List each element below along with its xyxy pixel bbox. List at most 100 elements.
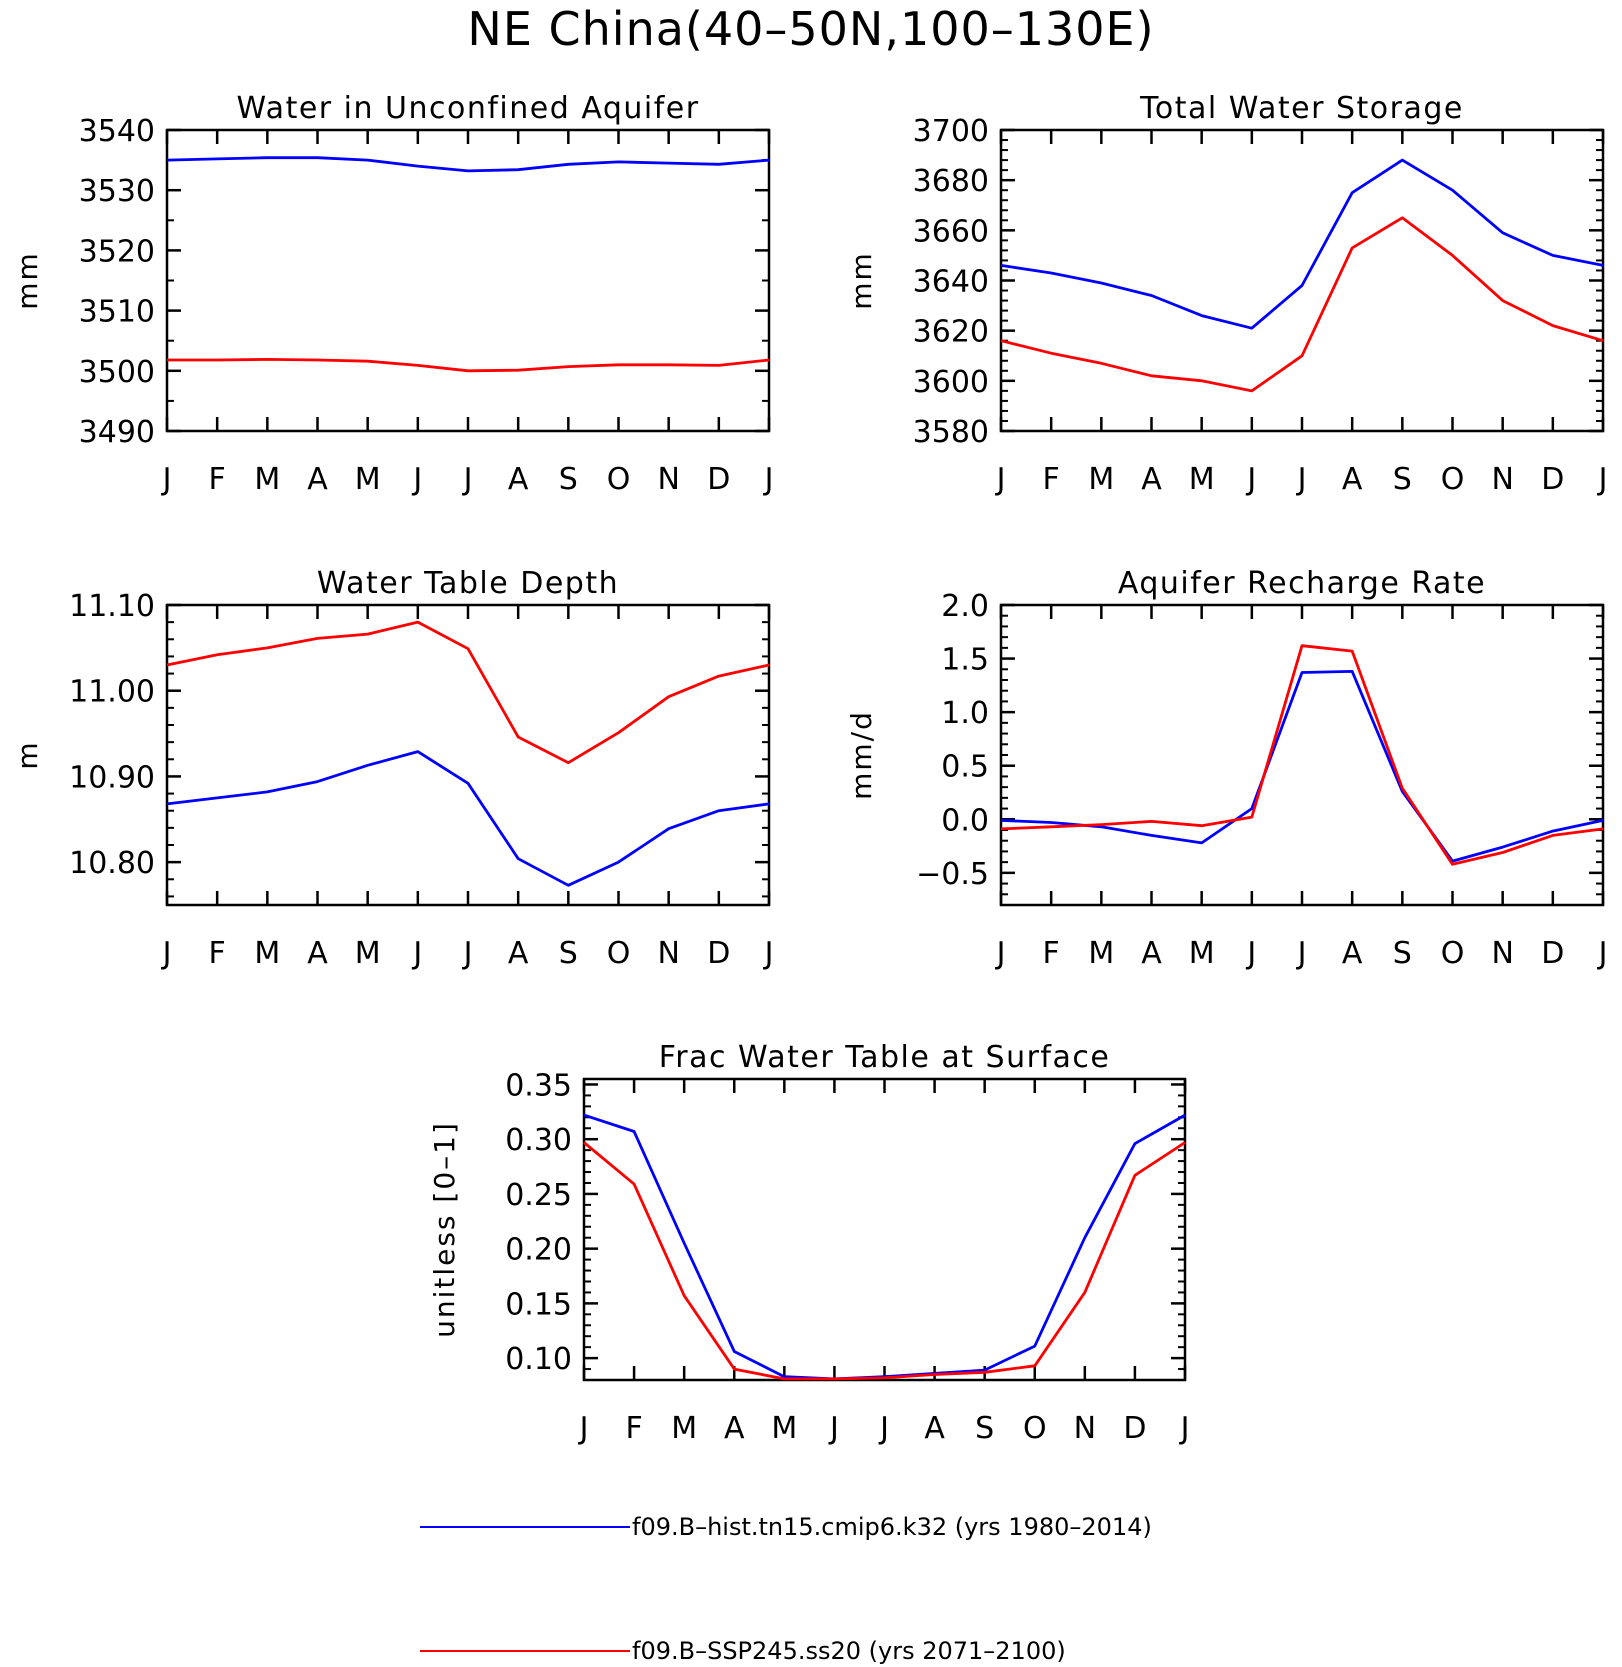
x-tick-label: S	[975, 1411, 994, 1446]
x-tick-label: D	[1541, 936, 1564, 971]
x-tick-label: M	[355, 462, 381, 497]
x-tick-label: J	[578, 1411, 589, 1446]
series-line-ssp	[1000, 644, 1604, 866]
y-tick-label: 0.0	[941, 803, 989, 838]
x-tick-label: M	[1088, 936, 1114, 971]
plot-frame	[165, 128, 771, 433]
x-tick-label: A	[508, 936, 529, 971]
x-tick-label: J	[411, 936, 422, 971]
x-tick-label: O	[1441, 462, 1465, 497]
x-tick-label: A	[1141, 936, 1162, 971]
series-line-ssp	[1000, 216, 1604, 393]
y-axis-label: m	[11, 740, 44, 769]
series-line-ssp	[167, 357, 770, 373]
y-tick-label: 3680	[913, 164, 989, 199]
y-tick-label: 10.90	[69, 760, 155, 795]
x-tick-label: N	[657, 936, 679, 971]
y-tick-label: 3640	[913, 265, 989, 300]
x-tick-label: M	[355, 936, 381, 971]
x-tick-label: D	[1123, 1411, 1146, 1446]
y-tick-label: 3540	[79, 114, 155, 149]
x-tick-label: J	[763, 462, 774, 497]
x-tick-label: M	[1088, 462, 1114, 497]
series-line-hist	[1000, 158, 1604, 330]
y-axis-label: unitless [0–1]	[428, 1121, 461, 1338]
legend-swatch-ssp	[420, 1650, 630, 1652]
x-tick-label: S	[1393, 462, 1412, 497]
chart-title: Total Water Storage	[1139, 91, 1464, 126]
y-tick-label: 0.35	[505, 1068, 572, 1103]
y-tick-label: 0.30	[505, 1123, 572, 1158]
legend-swatch-hist	[420, 1526, 630, 1528]
x-tick-label: O	[1441, 936, 1465, 971]
y-tick-label: 3500	[79, 355, 155, 390]
y-tick-label: 0.15	[505, 1287, 572, 1322]
x-tick-label: O	[607, 462, 631, 497]
y-tick-label: 10.80	[69, 846, 155, 881]
x-tick-label: A	[724, 1411, 745, 1446]
chart-title: Aquifer Recharge Rate	[1118, 566, 1486, 601]
x-tick-label: F	[1043, 936, 1060, 971]
x-tick-label: J	[1245, 462, 1256, 497]
x-tick-label: M	[771, 1411, 797, 1446]
series-line-hist	[166, 750, 770, 887]
x-tick-label: J	[995, 936, 1006, 971]
legend-entry-ssp: f09.B–SSP245.ss20 (yrs 2071–2100)	[420, 1636, 1066, 1666]
chart-title: Water in Unconfined Aquifer	[236, 91, 699, 126]
plot-frame	[582, 1077, 1187, 1382]
y-tick-label: 0.10	[505, 1342, 572, 1377]
x-tick-label: D	[707, 936, 730, 971]
x-tick-label: J	[1245, 936, 1256, 971]
y-tick-label: −0.5	[916, 857, 989, 892]
y-tick-label: 3580	[913, 415, 989, 450]
figure-title: NE China(40–50N,100–130E)	[467, 2, 1155, 56]
series-line-ssp	[583, 1141, 1186, 1381]
x-tick-label: A	[508, 462, 529, 497]
x-tick-label: J	[161, 462, 172, 497]
x-tick-label: M	[254, 462, 280, 497]
chart-title: Water Table Depth	[317, 566, 619, 601]
y-tick-label: 3490	[79, 415, 155, 450]
y-tick-label: 3700	[913, 114, 989, 149]
x-tick-label: S	[559, 936, 578, 971]
series-line-ssp	[166, 620, 770, 765]
x-tick-label: F	[1043, 462, 1060, 497]
x-tick-label: J	[1597, 462, 1608, 497]
x-tick-label: F	[209, 936, 226, 971]
x-tick-label: A	[307, 936, 328, 971]
chart-title: Frac Water Table at Surface	[659, 1040, 1111, 1075]
x-tick-label: A	[924, 1411, 945, 1446]
x-tick-label: O	[1023, 1411, 1047, 1446]
x-tick-label: J	[995, 462, 1006, 497]
x-tick-label: N	[1491, 462, 1513, 497]
x-tick-label: N	[1074, 1411, 1096, 1446]
series-line-hist	[583, 1113, 1186, 1381]
y-tick-label: 11.00	[69, 675, 155, 710]
legend-label-ssp: f09.B–SSP245.ss20 (yrs 2071–2100)	[632, 1637, 1066, 1665]
y-tick-label: 11.10	[69, 589, 155, 624]
x-tick-label: J	[1296, 462, 1307, 497]
x-tick-label: O	[607, 936, 631, 971]
y-tick-label: 3600	[913, 365, 989, 400]
y-tick-label: 3660	[913, 214, 989, 249]
y-tick-label: 3620	[913, 315, 989, 350]
y-tick-label: 3510	[79, 295, 155, 330]
x-tick-label: M	[254, 936, 280, 971]
x-tick-label: S	[559, 462, 578, 497]
x-tick-label: D	[707, 462, 730, 497]
x-tick-label: N	[657, 462, 679, 497]
x-tick-label: F	[209, 462, 226, 497]
y-axis-label: mm	[845, 251, 878, 310]
x-tick-label: J	[161, 936, 172, 971]
series-line-hist	[1000, 670, 1604, 863]
x-tick-label: A	[1141, 462, 1162, 497]
x-tick-label: J	[462, 936, 473, 971]
series-line-hist	[166, 156, 770, 173]
x-tick-label: M	[671, 1411, 697, 1446]
x-tick-label: M	[1189, 936, 1215, 971]
y-tick-label: 1.5	[941, 643, 989, 678]
legend-label-hist: f09.B–hist.tn15.cmip6.k32 (yrs 1980–2014…	[632, 1513, 1152, 1541]
x-tick-label: J	[828, 1411, 839, 1446]
x-tick-label: S	[1393, 936, 1412, 971]
